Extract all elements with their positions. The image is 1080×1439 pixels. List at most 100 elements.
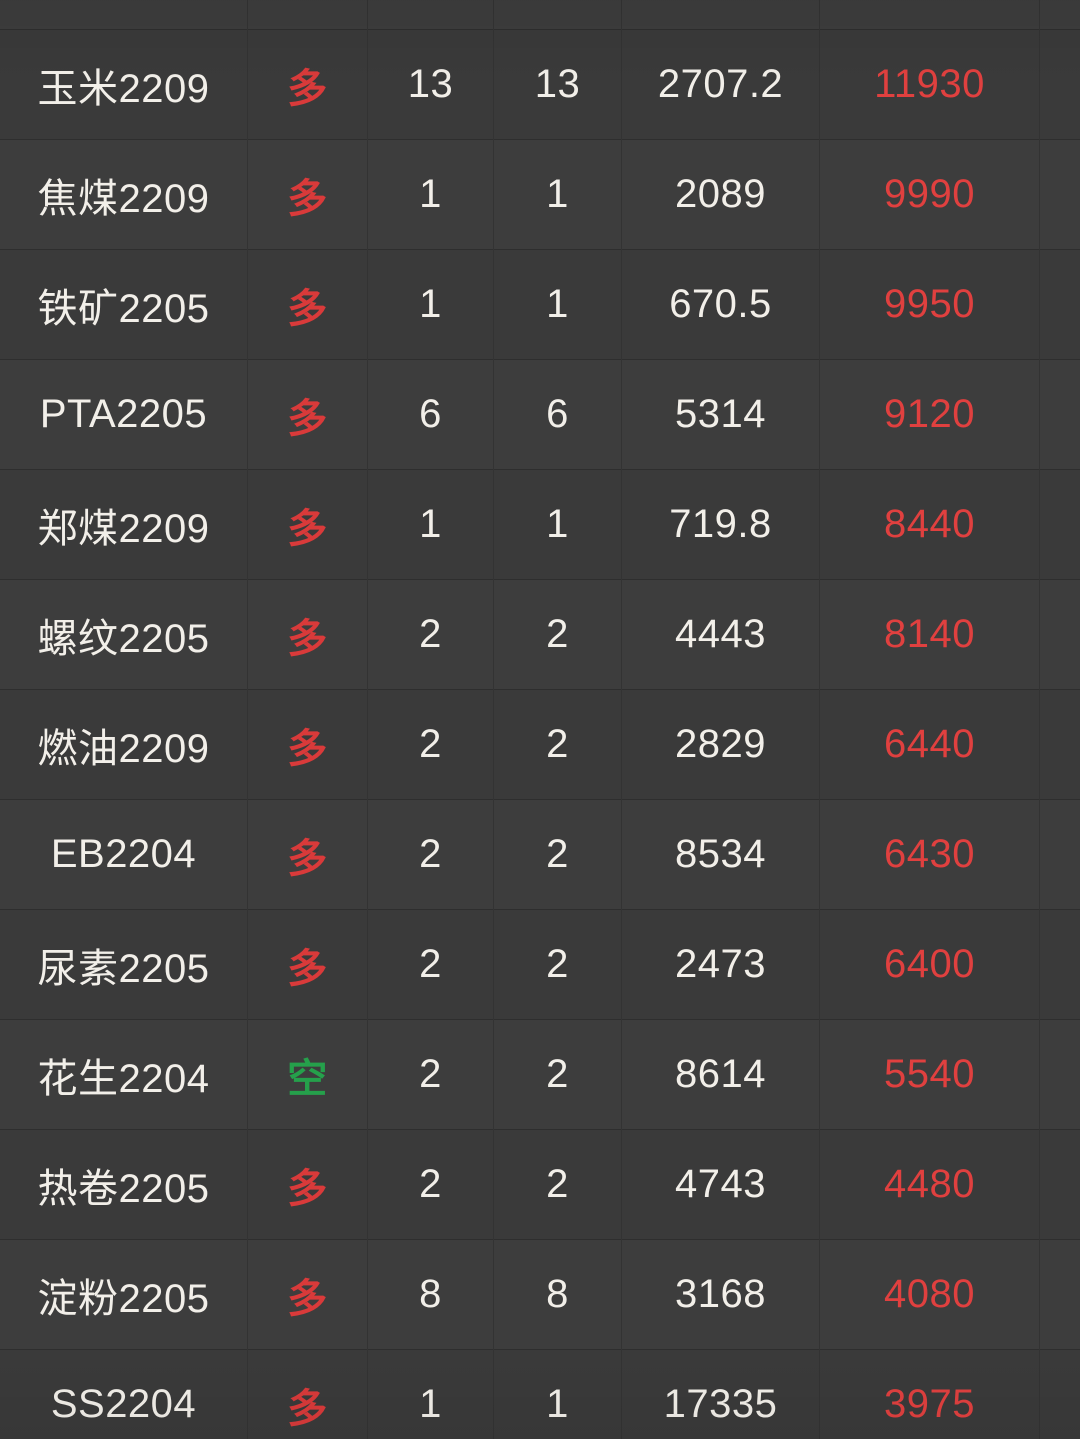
- table-row[interactable]: 郑煤2209 多 1 1 719.8 8440: [0, 469, 1080, 580]
- cell-quantity: 1: [368, 249, 494, 360]
- table-row[interactable]: 花生2204 空 2 2 8614 5540: [0, 1019, 1080, 1130]
- cell-available: 2: [494, 579, 622, 690]
- cell-contract: 淀粉2205: [0, 1239, 248, 1350]
- cell-contract: 玉米2209: [0, 29, 248, 140]
- table-row[interactable]: 热卷2205 多 2 2 4743 4480: [0, 1129, 1080, 1240]
- cell-spacer: [1040, 470, 1080, 580]
- cell-spacer: [1040, 0, 1080, 30]
- cell-pnl: 6400: [820, 909, 1040, 1020]
- cell-quantity: 1: [368, 469, 494, 580]
- cell-available: 2: [494, 1019, 622, 1130]
- cell-contract: 热卷2205: [0, 1129, 248, 1240]
- cell-spacer: [1040, 30, 1080, 140]
- cell-spacer: [1040, 800, 1080, 910]
- cell-quantity: 2: [368, 1019, 494, 1130]
- cell-contract: 铁矿2205: [0, 249, 248, 360]
- cell-contract: 沥青2206: [0, 0, 248, 30]
- cell-pnl: 9990: [820, 139, 1040, 250]
- table-row[interactable]: EB2204 多 2 2 8534 6430: [0, 799, 1080, 910]
- cell-available: 1: [494, 469, 622, 580]
- cell-spacer: [1040, 250, 1080, 360]
- cell-direction: 多: [248, 0, 368, 30]
- cell-quantity: 2: [368, 909, 494, 1020]
- cell-quantity: 1: [368, 1349, 494, 1439]
- cell-direction: 多: [248, 29, 368, 140]
- cell-available: 8: [494, 1239, 622, 1350]
- cell-spacer: [1040, 360, 1080, 470]
- cell-available: 1: [494, 1349, 622, 1439]
- cell-available: 2: [494, 799, 622, 910]
- cell-spacer: [1040, 1130, 1080, 1240]
- cell-quantity: 2: [368, 799, 494, 910]
- cell-contract: 郑煤2209: [0, 469, 248, 580]
- cell-direction: 多: [248, 579, 368, 690]
- cell-pnl: 3975: [820, 1349, 1040, 1439]
- cell-spacer: [1040, 1240, 1080, 1350]
- cell-quantity: 2: [368, 579, 494, 690]
- cell-direction: 多: [248, 689, 368, 800]
- cell-direction: 多: [248, 1129, 368, 1240]
- cell-spacer: [1040, 910, 1080, 1020]
- cell-pnl: 9950: [820, 249, 1040, 360]
- cell-available: 1: [494, 249, 622, 360]
- cell-spacer: [1040, 1020, 1080, 1130]
- table-row[interactable]: 沥青2206多44363613540: [0, 0, 1080, 30]
- table-row[interactable]: 螺纹2205 多 2 2 4443 8140: [0, 579, 1080, 690]
- cell-price: 4443: [622, 579, 820, 690]
- cell-spacer: [1040, 580, 1080, 690]
- cell-quantity: 8: [368, 1239, 494, 1350]
- cell-available: 2: [494, 689, 622, 800]
- table-row[interactable]: SS2204 多 1 1 17335 3975: [0, 1349, 1080, 1439]
- cell-direction: 空: [248, 1019, 368, 1130]
- cell-quantity: 2: [368, 689, 494, 800]
- cell-quantity: 4: [368, 0, 494, 30]
- cell-pnl: 8140: [820, 579, 1040, 690]
- cell-price: 2089: [622, 139, 820, 250]
- cell-pnl: 6440: [820, 689, 1040, 800]
- cell-quantity: 1: [368, 139, 494, 250]
- cell-pnl: 11930: [820, 29, 1040, 140]
- cell-available: 6: [494, 359, 622, 470]
- table-row[interactable]: PTA2205 多 6 6 5314 9120: [0, 359, 1080, 470]
- cell-contract: PTA2205: [0, 359, 248, 470]
- cell-direction: 多: [248, 139, 368, 250]
- cell-direction: 多: [248, 799, 368, 910]
- table-row[interactable]: 焦煤2209 多 1 1 2089 9990: [0, 139, 1080, 250]
- cell-quantity: 13: [368, 29, 494, 140]
- table-row[interactable]: 淀粉2205 多 8 8 3168 4080: [0, 1239, 1080, 1350]
- cell-price: 8534: [622, 799, 820, 910]
- cell-price: 17335: [622, 1349, 820, 1439]
- table-row[interactable]: 玉米2209 多 13 13 2707.2 11930: [0, 29, 1080, 140]
- cell-pnl: 8440: [820, 469, 1040, 580]
- cell-quantity: 2: [368, 1129, 494, 1240]
- cell-available: 13: [494, 29, 622, 140]
- cell-available: 2: [494, 1129, 622, 1240]
- cell-price: 4743: [622, 1129, 820, 1240]
- cell-pnl: 4480: [820, 1129, 1040, 1240]
- table-row[interactable]: 尿素2205 多 2 2 2473 6400: [0, 909, 1080, 1020]
- table-row[interactable]: 铁矿2205 多 1 1 670.5 9950: [0, 249, 1080, 360]
- cell-direction: 多: [248, 469, 368, 580]
- cell-spacer: [1040, 690, 1080, 800]
- cell-direction: 多: [248, 1349, 368, 1439]
- cell-price: 5314: [622, 359, 820, 470]
- cell-price: 3168: [622, 1239, 820, 1350]
- cell-contract: SS2204: [0, 1349, 248, 1439]
- cell-quantity: 6: [368, 359, 494, 470]
- cell-direction: 多: [248, 249, 368, 360]
- cell-contract: 花生2204: [0, 1019, 248, 1130]
- cell-spacer: [1040, 140, 1080, 250]
- cell-pnl: 6430: [820, 799, 1040, 910]
- cell-price: 670.5: [622, 249, 820, 360]
- cell-pnl: 13540: [820, 0, 1040, 30]
- cell-contract: 焦煤2209: [0, 139, 248, 250]
- table-row[interactable]: 燃油2209 多 2 2 2829 6440: [0, 689, 1080, 800]
- cell-pnl: 9120: [820, 359, 1040, 470]
- cell-direction: 多: [248, 1239, 368, 1350]
- cell-price: 2473: [622, 909, 820, 1020]
- cell-available: 4: [494, 0, 622, 30]
- cell-price: 719.8: [622, 469, 820, 580]
- cell-spacer: [1040, 1350, 1080, 1439]
